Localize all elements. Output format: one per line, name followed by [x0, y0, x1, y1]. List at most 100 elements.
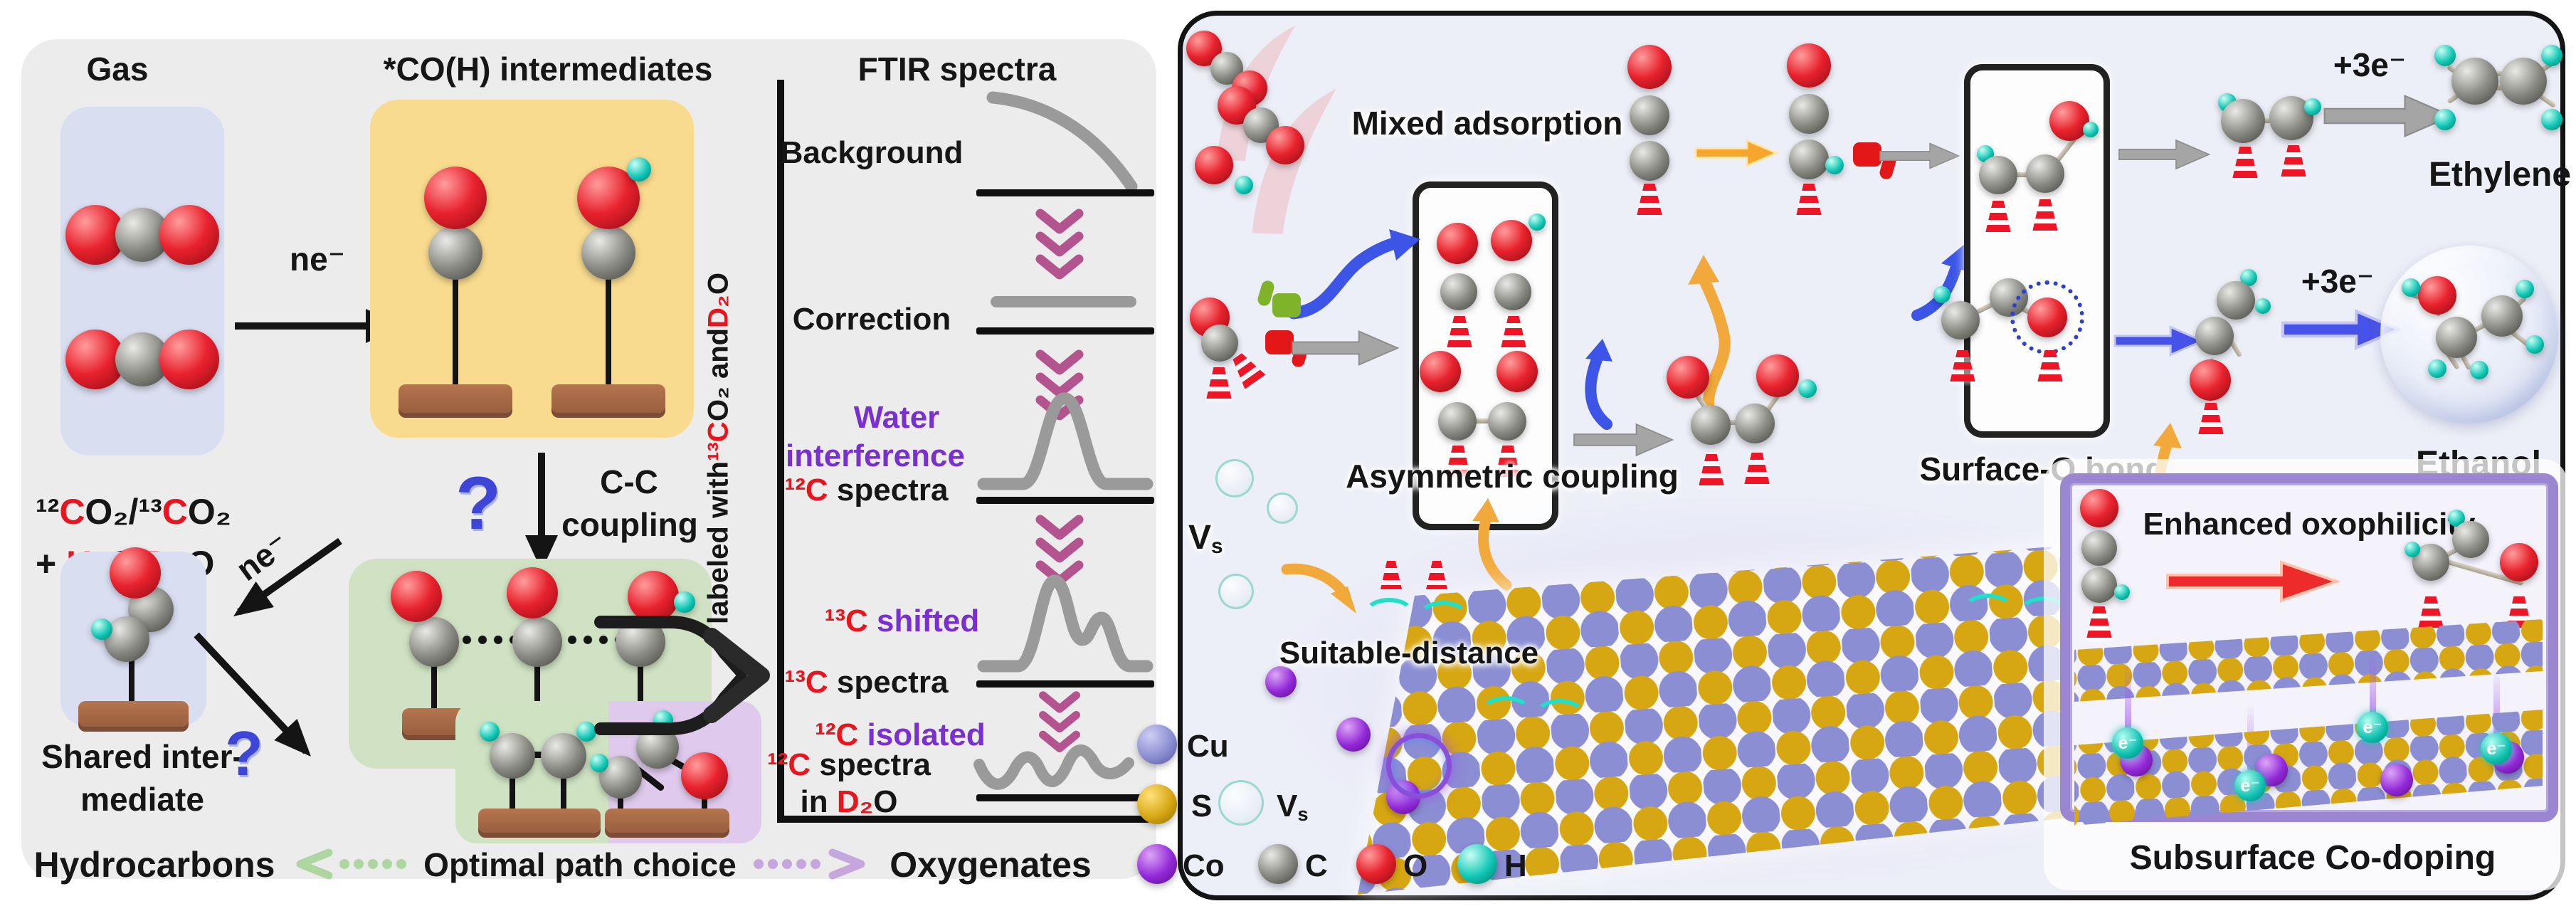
carbon-atom [2481, 295, 2523, 337]
site-arc [1534, 699, 1585, 732]
ftir-baseline [976, 497, 1154, 504]
grey-arrow [1292, 330, 1400, 366]
enhanced-oxophilicity-label: Enhanced oxophilicity [2143, 507, 2476, 542]
oxygen-atom [2190, 359, 2231, 401]
yellow-curved-arrow [1281, 563, 1356, 614]
oxygen-atom [110, 547, 161, 599]
carbon-atom [581, 226, 635, 280]
oxygen-atom [1787, 43, 1831, 88]
carbon-atom [1941, 301, 1980, 339]
grey-arrow [2323, 95, 2454, 137]
ftir-correction-line [991, 296, 1136, 307]
legend-cu-label: Cu [1187, 729, 1229, 764]
carbon-atom [2081, 567, 2117, 603]
ftir-d2o-label2: in D₂O [800, 784, 898, 819]
subsurface-co-doping-label: Subsurface Co-doping [2129, 839, 2496, 877]
hydrogen-atom [576, 722, 596, 742]
hydrogen-atom [2541, 45, 2562, 66]
hydrogen-atom [2516, 280, 2534, 298]
legend-c-ball [1258, 844, 1298, 884]
carbon-atom [2436, 317, 2477, 358]
cc-coupling-line2: coupling [561, 506, 698, 543]
legend-s-ball [1137, 784, 1177, 824]
lattice-sub-layer [2074, 710, 2543, 826]
ftir-baseline [976, 327, 1154, 335]
hydrogen-atom [2402, 278, 2420, 297]
hydrogen-atom [674, 591, 695, 613]
ftir-water-label2: interference [786, 438, 965, 473]
ftir-12c-isolated-curve [973, 744, 1134, 790]
legend-h-ball [1457, 844, 1497, 884]
legend-co-ball [1137, 844, 1177, 884]
ftir-correction-label: Correction [792, 302, 951, 337]
hydrogen-atom [1933, 286, 1951, 303]
oxygen-atom [2080, 489, 2118, 527]
electron-streak [2493, 669, 2500, 737]
hydrogen-atom [2541, 109, 2562, 130]
ftir-12c-peak [977, 392, 1154, 490]
red-arrow [2166, 560, 2342, 603]
header-ftir: FTIR spectra [857, 51, 1057, 88]
blue-curved-arrow [1585, 339, 1612, 430]
hydrogen-atom [2304, 98, 2321, 115]
oxygen-atom [1496, 351, 1538, 392]
site-arc [1963, 594, 2014, 626]
grey-arrow [1573, 423, 1674, 457]
oxygen-atom [1266, 126, 1304, 164]
carbon-atom [1630, 141, 1669, 181]
intermediates-box [370, 100, 694, 438]
hydrogen-atom [1798, 379, 1817, 398]
shared-intermediate-label2: mediate [80, 781, 204, 818]
hydrogen-atom [1825, 156, 1844, 174]
ftir-frame-left [777, 80, 784, 823]
electron-streak [2125, 662, 2131, 730]
carbon-atom [1440, 273, 1477, 310]
carbon-atom [428, 226, 482, 280]
oxygen-atom [424, 167, 487, 229]
legend-vs-label: Vs [1277, 789, 1309, 825]
hydrogen-atom [2434, 45, 2456, 66]
oxygen-atom [1756, 354, 1799, 397]
vacancy-highlight-ring [1386, 733, 1452, 799]
carbon-atom [1201, 325, 1238, 362]
cobalt-dopant [2380, 764, 2413, 796]
oxygen-atom [1437, 223, 1478, 264]
suitable-distance-label: Suitable-distance [1279, 636, 1539, 670]
vacancy-bubble [1218, 574, 1254, 609]
oxygen-atom [628, 571, 679, 622]
carbon-atom [1789, 94, 1829, 134]
electron-badge: e⁻ [2234, 770, 2266, 801]
hydrogen-atom [2470, 361, 2488, 379]
carbon-atom [104, 616, 149, 662]
carbon-atom [1789, 139, 1829, 179]
carbon-atom [1979, 156, 2017, 194]
blue-arrow [2113, 325, 2206, 357]
ftir-12c-isolated-label: ¹²C isolated [815, 717, 986, 752]
blue-curved-arrow [1287, 229, 1420, 320]
ftir-baseline [976, 794, 1154, 801]
hydrogen-atom [2405, 542, 2420, 557]
oxygen-atom [1667, 356, 1709, 399]
oxygen-atom [2500, 543, 2538, 581]
cc-coupling-line1: C-C [600, 463, 658, 500]
carbon-atom [1691, 405, 1731, 445]
legend-co-label: Co [1183, 848, 1225, 883]
thumbs-up-icon [1260, 282, 1304, 320]
plus-3e-label: +3e⁻ [2301, 263, 2375, 300]
header-intermediates: *CO(H) intermediates [383, 51, 713, 88]
carbon-atom [490, 733, 535, 779]
carbon-atom [2500, 58, 2547, 105]
hydrogen-atom [2428, 359, 2446, 378]
carbon-atom [1735, 404, 1775, 443]
question-mark-2: ? [225, 718, 263, 789]
merge-arrow [594, 616, 770, 735]
lattice-top-layer [2074, 619, 2543, 702]
grey-arrow [1879, 142, 1960, 169]
hydrogen-atom [590, 754, 608, 772]
asymmetric-coupling-label: Asymmetric coupling [1346, 458, 1679, 495]
yellow-curved-arrow [1472, 498, 1512, 591]
carbon-atom [2026, 154, 2064, 193]
grey-arrow [2118, 139, 2211, 170]
carbon-atom [1630, 95, 1669, 135]
